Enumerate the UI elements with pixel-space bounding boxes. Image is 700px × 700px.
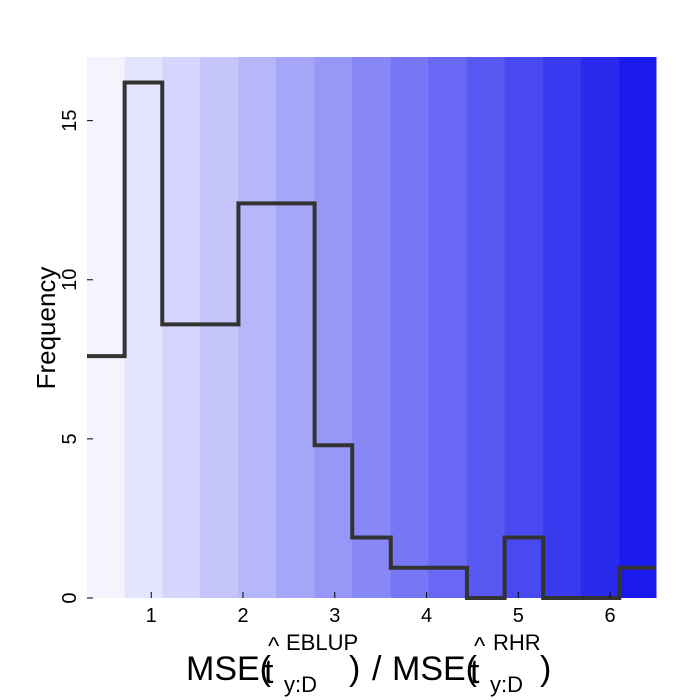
x-tick-label: 1 bbox=[146, 605, 157, 627]
x-axis-title-close1: ) bbox=[349, 650, 360, 688]
background-band bbox=[199, 57, 239, 598]
x-axis-title-sub1: y:D bbox=[284, 672, 317, 697]
background-band bbox=[428, 57, 468, 598]
y-axis-ticks: 0 5 10 15 bbox=[59, 110, 93, 604]
background-band bbox=[87, 57, 126, 598]
x-axis-title-t1: t bbox=[264, 653, 274, 691]
y-tick-label: 15 bbox=[59, 110, 81, 132]
x-axis-title-prefix2: MSE( bbox=[392, 650, 478, 688]
background-band bbox=[352, 57, 392, 598]
background-band bbox=[543, 57, 582, 598]
background-band bbox=[162, 57, 201, 598]
background-band bbox=[580, 57, 620, 598]
x-axis-ticks: 1 2 3 4 5 6 bbox=[146, 592, 616, 627]
x-tick-label: 4 bbox=[421, 605, 432, 627]
x-axis-title-sub2: y:D bbox=[490, 672, 523, 697]
background-band bbox=[124, 57, 163, 598]
background-band bbox=[466, 57, 506, 598]
x-axis-title-prefix: MSE( bbox=[186, 650, 272, 688]
y-tick-label: 5 bbox=[59, 433, 81, 444]
x-axis-title-close2: ) bbox=[540, 650, 551, 688]
x-axis-title-hat2: ^ bbox=[474, 633, 486, 660]
background-band bbox=[504, 57, 544, 598]
x-axis-title-sup2: RHR bbox=[493, 630, 541, 655]
x-axis-title-divider: / bbox=[372, 650, 382, 688]
x-tick-label: 6 bbox=[605, 605, 616, 627]
background-bands bbox=[87, 57, 657, 598]
y-tick-label: 10 bbox=[59, 269, 81, 291]
background-band bbox=[276, 57, 316, 598]
background-band bbox=[314, 57, 353, 598]
x-tick-label: 2 bbox=[237, 605, 248, 627]
background-band bbox=[619, 57, 657, 598]
x-tick-label: 5 bbox=[513, 605, 524, 627]
x-axis-title-hat1: ^ bbox=[268, 633, 280, 660]
y-tick-label: 0 bbox=[59, 592, 81, 603]
y-axis-title: Frequency bbox=[31, 267, 61, 390]
histogram-step-line bbox=[87, 80, 656, 600]
histogram-step-line-group bbox=[87, 80, 656, 600]
x-axis-title-t2: t bbox=[470, 653, 480, 691]
background-band bbox=[390, 57, 429, 598]
x-axis-title: MSE( bbox=[186, 650, 272, 688]
x-axis-title-sup1: EBLUP bbox=[286, 630, 358, 655]
background-band bbox=[238, 57, 277, 598]
x-tick-label: 3 bbox=[329, 605, 340, 627]
